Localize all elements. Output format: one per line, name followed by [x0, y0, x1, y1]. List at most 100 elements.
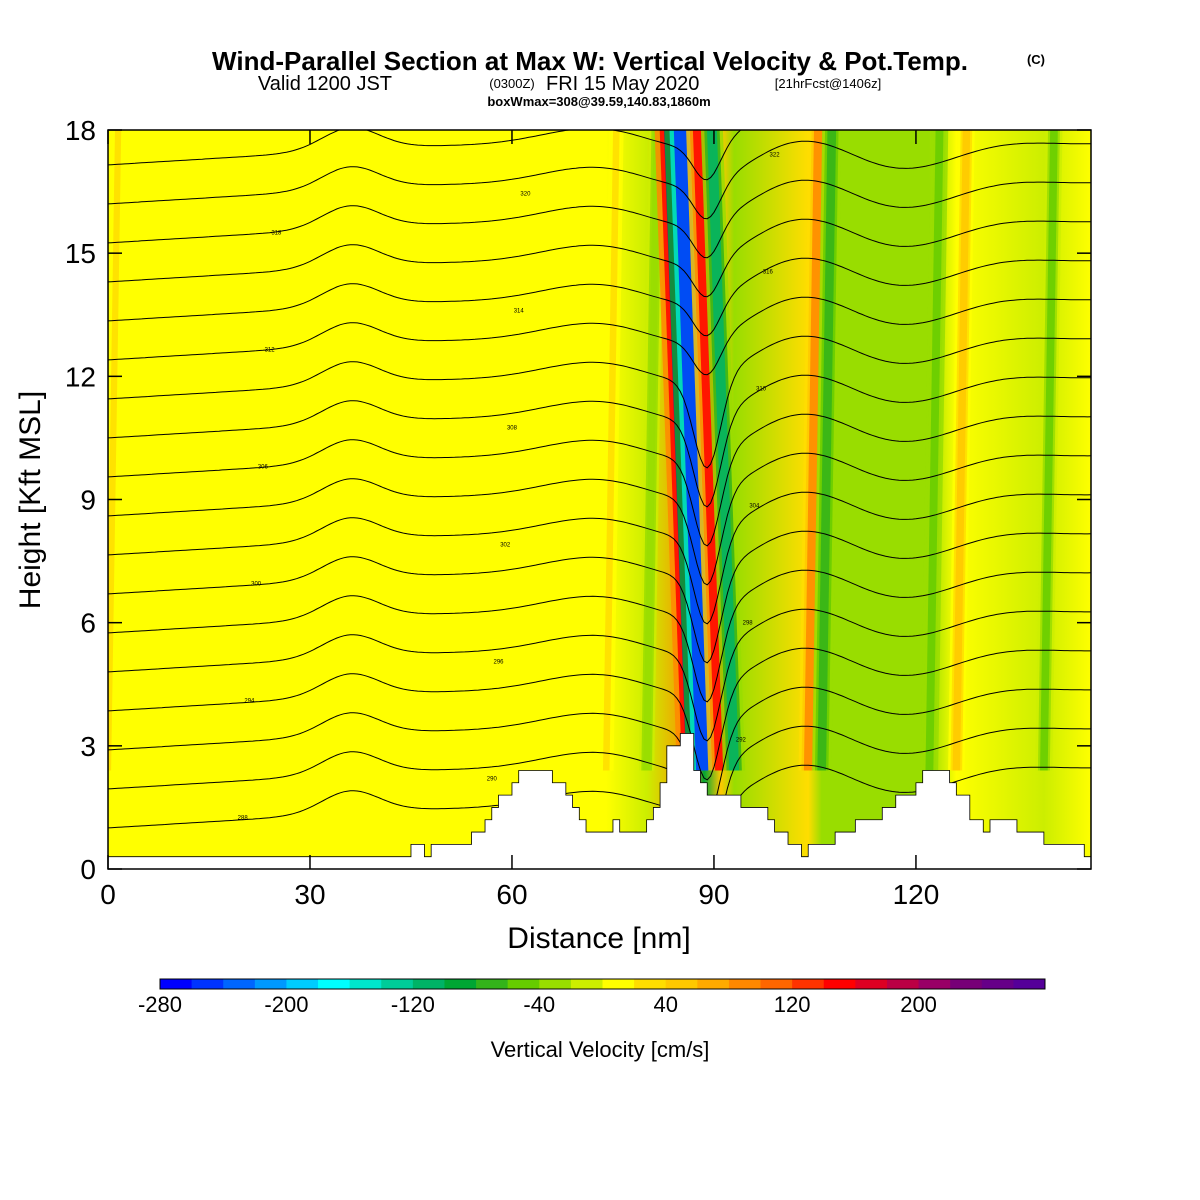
title-mark: (C) — [1027, 52, 1045, 67]
colorbar-swatch — [191, 979, 224, 989]
contour-label: 320 — [520, 192, 531, 198]
x-tick-label: 60 — [496, 879, 527, 910]
contour-label: 294 — [244, 699, 255, 705]
colorbar: -280 -200 -120 -40 40 120 200 — [138, 978, 1046, 1017]
axes: 0 30 60 90 120 0 3 6 9 12 15 18 — [65, 115, 1091, 910]
y-tick-label: 3 — [80, 731, 96, 762]
theta-contour — [108, 452, 1091, 586]
y-tick-label: 6 — [80, 608, 96, 639]
colorbar-swatch — [286, 979, 319, 989]
velocity-streak — [817, 130, 837, 771]
colorbar-swatch — [886, 979, 920, 989]
y-tick-label: 0 — [80, 854, 96, 885]
colorbar-swatch — [476, 979, 509, 989]
contour-label: 302 — [500, 543, 511, 549]
velocity-streak — [706, 130, 740, 771]
contour-label: 308 — [507, 426, 518, 432]
subtitle-valid: Valid 1200 JST — [258, 73, 392, 95]
theta-contour — [108, 140, 1091, 220]
colorbar-swatch — [602, 979, 635, 989]
theta-contour — [108, 608, 1091, 742]
colorbar-swatch — [381, 979, 414, 989]
contour-label: 322 — [770, 153, 781, 159]
colorbar-swatch — [539, 979, 572, 989]
velocity-streak — [108, 130, 122, 771]
colorbar-swatch — [760, 979, 793, 989]
colorbar-swatch — [570, 979, 603, 989]
contour-label: 306 — [258, 465, 269, 471]
colorbar-swatch — [318, 979, 351, 989]
subtitle-utc: (0300Z) — [489, 76, 535, 91]
velocity-streak — [803, 130, 823, 771]
contour-label: 312 — [265, 348, 276, 354]
contour-label: 290 — [487, 777, 498, 783]
colorbar-swatch — [160, 979, 193, 989]
contour-label: 296 — [493, 660, 504, 666]
terrain — [108, 733, 1091, 869]
box-info: boxWmax=308@39.59,140.83,1860m — [487, 94, 710, 109]
velocity-streak — [1040, 130, 1058, 771]
colorbar-tick-label: 200 — [900, 992, 937, 1017]
x-tick-label: 90 — [698, 879, 729, 910]
colorbar-swatch — [950, 979, 983, 989]
colorbar-tick-label: 120 — [774, 992, 811, 1017]
theta-contour — [108, 491, 1091, 625]
colorbar-tick-label: -40 — [523, 992, 555, 1017]
x-axis-label: Distance [nm] — [507, 922, 690, 955]
velocity-streak — [673, 130, 712, 771]
y-tick-label: 12 — [65, 361, 96, 392]
velocity-streak — [925, 130, 944, 771]
theta-contour — [108, 335, 1091, 469]
theta-contour — [108, 569, 1091, 703]
colorbar-frame — [159, 978, 1046, 990]
contour-label: 318 — [271, 231, 282, 237]
colorbar-swatch — [1013, 979, 1046, 989]
theta-contour — [108, 530, 1091, 664]
colorbar-swatch — [981, 979, 1014, 989]
colorbar-tick-label: -200 — [264, 992, 308, 1017]
colorbar-swatch — [444, 979, 477, 989]
contour-label: 304 — [749, 504, 760, 510]
x-tick-label: 120 — [893, 879, 940, 910]
colorbar-swatch — [918, 979, 951, 989]
contour-label: 310 — [756, 387, 767, 393]
theta-contour — [108, 413, 1091, 547]
colorbar-swatch — [697, 979, 730, 989]
plot-area: 288 290 292 294 296 298 300 302 304 306 308 310 312 3… — [108, 130, 1091, 869]
velocity-streak — [602, 130, 620, 771]
colorbar-swatch — [507, 979, 540, 989]
theta-contour — [108, 218, 1091, 298]
x-tick-label: 30 — [294, 879, 325, 910]
y-tick-label: 15 — [65, 238, 96, 269]
colorbar-tick-label: -120 — [391, 992, 435, 1017]
contour-label: 300 — [251, 582, 262, 588]
colorbar-swatch — [223, 979, 256, 989]
colorbar-tick-label: -280 — [138, 992, 182, 1017]
y-axis-label: Height [Kft MSL] — [14, 391, 47, 609]
velocity-streak — [952, 130, 971, 771]
theta-contour — [108, 647, 1091, 781]
y-tick-label: 9 — [80, 485, 96, 516]
x-tick-label: 0 — [100, 879, 116, 910]
contour-label: 288 — [238, 816, 249, 822]
colorbar-swatch — [254, 979, 287, 989]
colorbar-swatch — [855, 979, 888, 989]
chart-title: Wind-Parallel Section at Max W: Vertical… — [212, 46, 968, 76]
theta-contour — [108, 686, 1091, 820]
colorbar-swatch — [349, 979, 382, 989]
colorbar-swatch — [823, 979, 856, 989]
colorbar-swatch — [412, 979, 445, 989]
y-tick-label: 18 — [65, 115, 96, 146]
colorbar-swatch — [665, 979, 698, 989]
velocity-features — [108, 130, 1063, 771]
theta-contour — [108, 257, 1091, 337]
contour-label: 316 — [763, 270, 774, 276]
subtitle-forecast: [21hrFcst@1406z] — [775, 76, 881, 91]
theta-contour — [108, 725, 1091, 859]
theta-contour — [108, 130, 742, 181]
theta-contour — [108, 374, 1091, 508]
colorbar-tick-label: 40 — [653, 992, 677, 1017]
colorbar-swatch — [728, 979, 762, 989]
contour-label: 314 — [514, 309, 525, 315]
